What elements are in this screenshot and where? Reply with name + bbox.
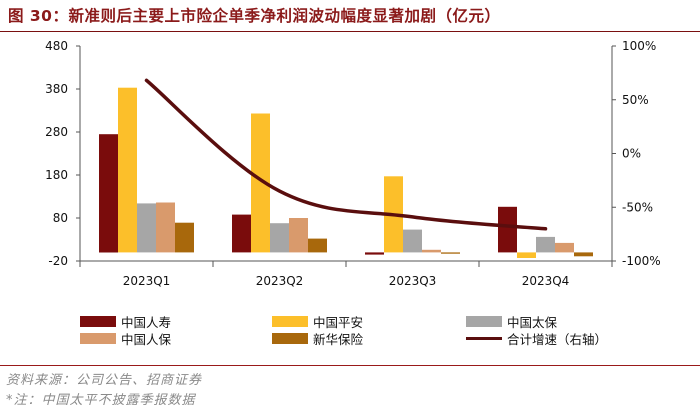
- right-axis-tick-label: 0%: [622, 147, 641, 161]
- left-axis-tick-label: 380: [45, 82, 68, 96]
- left-axis-tick-label: -20: [48, 254, 68, 268]
- category-label: 2023Q3: [389, 274, 437, 288]
- legend-label: 中国平安: [313, 314, 364, 330]
- left-axis-tick-label: 80: [53, 211, 68, 225]
- footer-divider: [0, 365, 700, 366]
- bar: [517, 252, 536, 258]
- category-label: 2023Q1: [123, 274, 171, 288]
- legend-item-ping-an: 中国平安: [272, 313, 364, 330]
- growth-line: [144, 78, 548, 231]
- title-divider: [0, 31, 700, 32]
- bar: [574, 252, 593, 257]
- bar: [118, 87, 137, 253]
- bar: [536, 236, 555, 253]
- legend-swatch: [80, 315, 116, 327]
- left-axis-tick-label: 480: [45, 39, 68, 53]
- footnote: *注：中国太平不披露季报数据: [6, 393, 196, 408]
- category-label: 2023Q2: [256, 274, 304, 288]
- legend-item-cpic: 中国太保: [466, 313, 558, 330]
- bar: [232, 214, 251, 253]
- bar: [555, 242, 574, 253]
- bar: [365, 252, 384, 255]
- legend-swatch: [272, 332, 308, 344]
- bar: [422, 249, 441, 253]
- bar: [251, 113, 270, 253]
- legend-label: 中国人保: [121, 331, 172, 347]
- legend-line-swatch: [466, 336, 502, 340]
- legend-label: 合计增速（右轴）: [507, 331, 608, 347]
- chart-svg: -20 80 180 280 380 480 -100% -50% 0% 50% 100% 2023Q…: [45, 39, 661, 288]
- bar: [498, 206, 517, 253]
- legend-item-nci: 新华保险: [272, 330, 364, 347]
- left-axis-tick-label: 280: [45, 125, 68, 139]
- bar: [175, 222, 194, 253]
- legend-swatch: [466, 315, 502, 327]
- bar: [403, 229, 422, 253]
- legend-item-china-life: 中国人寿: [80, 313, 172, 330]
- legend-item-total-growth: 合计增速（右轴）: [466, 330, 608, 347]
- legend-swatch: [80, 332, 116, 344]
- bar: [289, 218, 308, 253]
- category-label: 2023Q4: [522, 274, 570, 288]
- bar: [308, 238, 327, 253]
- source-note: 资料来源：公司公告、招商证券: [6, 373, 203, 388]
- legend-label: 中国人寿: [121, 314, 172, 330]
- legend-label: 中国太保: [507, 314, 558, 330]
- right-axis-tick-label: 100%: [622, 39, 656, 53]
- legend-item-picc: 中国人保: [80, 330, 172, 347]
- right-axis-tick-label: -100%: [622, 254, 661, 268]
- bar: [137, 203, 156, 253]
- bar: [270, 223, 289, 253]
- chart-title: 图 30：新准则后主要上市险企单季净利润波动幅度显著加剧（亿元）: [8, 7, 501, 25]
- legend-swatch: [272, 315, 308, 327]
- right-axis-tick-label: 50%: [622, 93, 649, 107]
- bar: [99, 134, 118, 253]
- bar: [156, 202, 175, 253]
- bar: [441, 252, 460, 254]
- left-axis-tick-label: 180: [45, 168, 68, 182]
- right-axis-tick-label: -50%: [622, 200, 653, 214]
- legend-label: 新华保险: [313, 331, 364, 347]
